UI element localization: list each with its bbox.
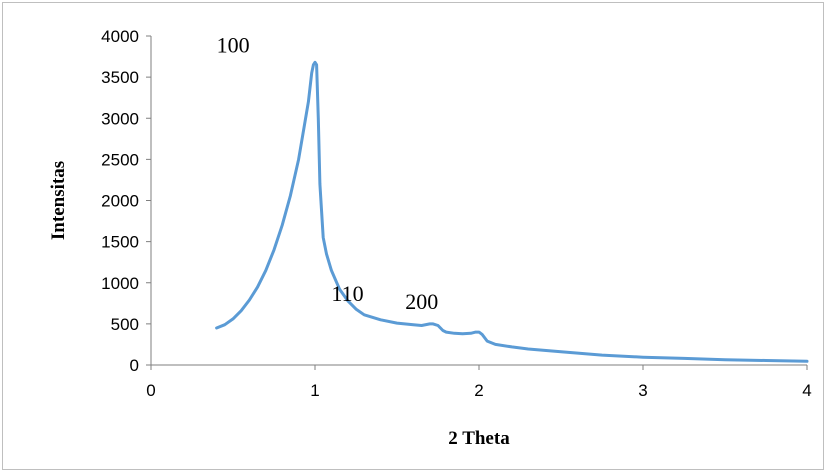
data-point [314,61,316,63]
y-axis-title: Intensitas [48,161,69,240]
data-point [527,348,529,350]
peak-annotation: 110 [331,281,363,306]
data-point [380,319,382,321]
data-point [642,356,644,358]
peak-annotation: 200 [405,289,438,314]
y-tick-label: 0 [130,356,139,375]
data-point [601,354,603,356]
data-point [257,286,259,288]
y-tick-label: 1500 [101,233,139,252]
data-point [724,359,726,361]
axes [150,36,807,366]
data-point [453,332,455,334]
data-point [347,300,349,302]
x-axis-title: 2 Theta [448,428,510,449]
y-tick-label: 1000 [101,274,139,293]
data-point [265,269,267,271]
data-point [462,333,464,335]
series-points [216,61,808,362]
data-point [316,64,318,66]
data-point [319,183,321,185]
data-point [311,72,313,74]
data-point [232,318,234,320]
data-point [224,324,226,326]
data-point [429,323,431,325]
annotations: 100 110 200 [217,32,439,314]
x-ticks: 0 1 2 3 4 [146,365,812,400]
data-point [412,324,414,326]
data-point [421,324,423,327]
data-point [683,357,685,359]
y-tick-label: 500 [111,315,139,334]
data-point [273,249,275,251]
data-point [494,343,496,345]
data-point [396,322,398,324]
data-point [339,288,341,290]
data-point [289,195,291,197]
data-point [312,64,314,66]
data-point [298,158,300,160]
data-point [281,224,283,226]
data-point [765,359,767,362]
x-tick-label: 3 [638,381,647,400]
data-point [216,327,218,329]
data-point [330,269,332,271]
y-ticks: 0 500 1000 1500 2000 2500 3000 3500 4000 [101,27,151,375]
x-tick-label: 0 [146,381,155,400]
y-tick-label: 4000 [101,27,139,46]
x-tick-label: 4 [802,381,811,400]
data-point [363,314,365,316]
data-point [432,323,434,325]
data-point [560,351,562,353]
series-line [215,60,809,363]
y-tick-label: 3000 [101,109,139,128]
data-point [317,117,319,119]
y-tick-label: 2000 [101,192,139,211]
data-point [475,331,477,333]
x-tick-label: 2 [474,381,483,400]
y-tick-label: 3500 [101,68,139,87]
data-point [481,334,483,336]
peak-annotation: 100 [217,32,250,57]
data-point [307,101,309,103]
data-point [445,331,447,333]
data-point [511,346,513,348]
data-point [355,308,357,310]
data-point [325,253,328,255]
data-point [302,130,305,132]
y-tick-label: 2500 [101,150,139,169]
data-point [240,310,242,312]
data-point [322,236,324,239]
data-point [478,331,480,333]
x-tick-label: 1 [310,381,319,400]
data-point [806,360,808,362]
data-point [442,329,444,332]
data-point [248,299,250,301]
data-point [486,340,488,342]
data-point [437,324,439,327]
data-point [470,332,472,334]
